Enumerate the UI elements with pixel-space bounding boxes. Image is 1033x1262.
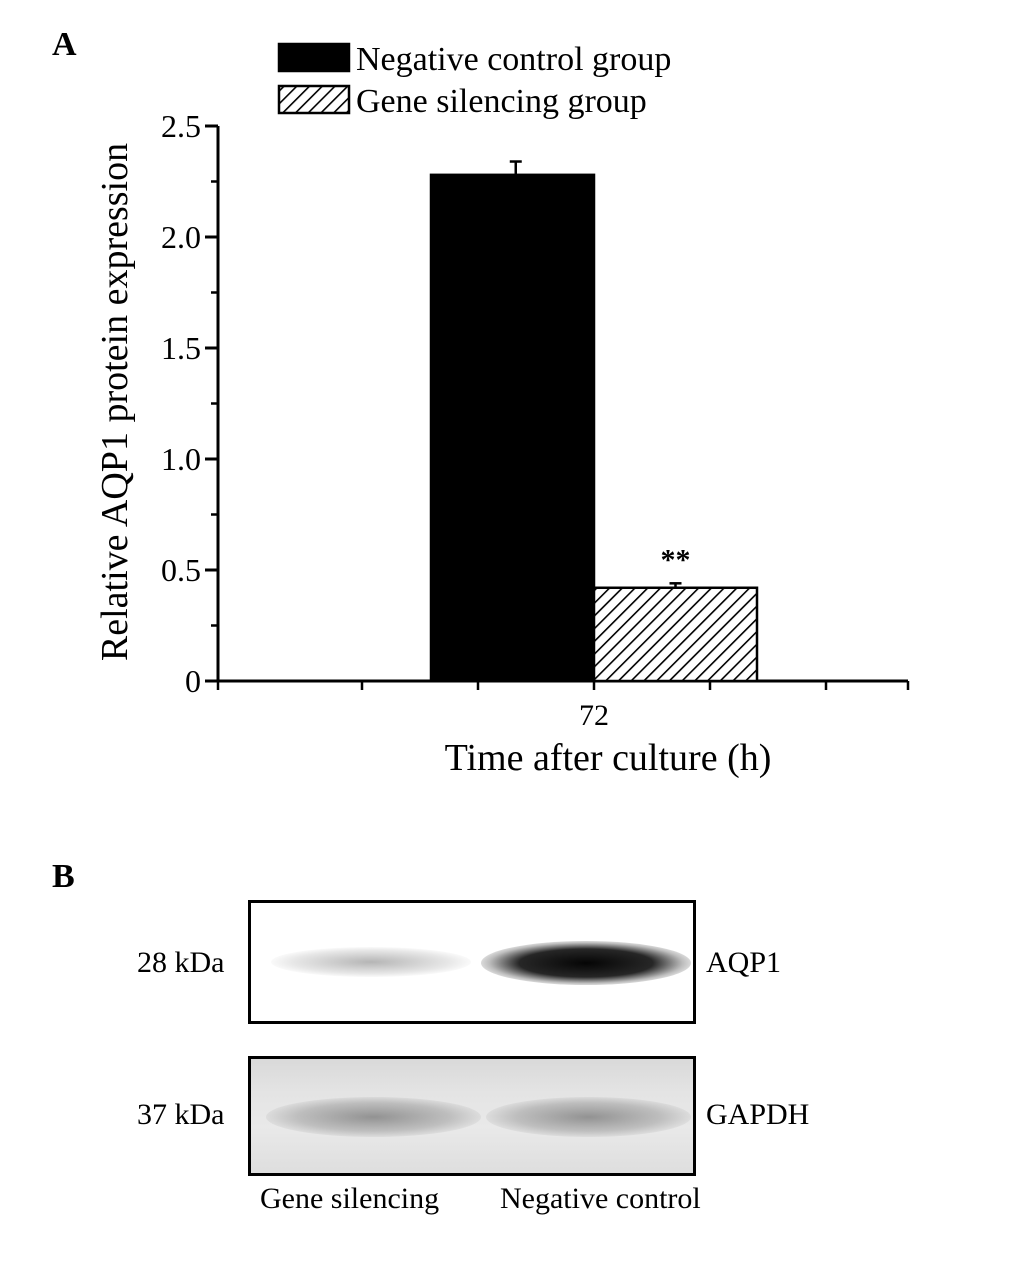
x-axis-label: Time after culture (h) (445, 737, 772, 779)
aqp1-band-negative-control (481, 941, 691, 985)
panel-b-label: B (52, 858, 75, 895)
y-tick-label: 0.5 (161, 552, 201, 588)
bar-gene-silencing (592, 586, 759, 683)
gapdh-western-blot (248, 1056, 696, 1176)
lane-label-negative-control: Negative control (500, 1182, 701, 1215)
legend-swatch-negative-control (277, 42, 351, 73)
y-tick-label: 0 (185, 663, 201, 699)
gapdh-marker-label: 37 kDa (137, 1098, 225, 1131)
chart-legend: Negative control group Gene silencing gro… (277, 41, 671, 120)
y-axis-label: Relative AQP1 protein expression (94, 143, 136, 661)
y-tick-label: 1.0 (161, 441, 201, 477)
gapdh-protein-label: GAPDH (706, 1098, 810, 1131)
gapdh-band-gene-silencing (266, 1097, 481, 1137)
aqp1-protein-label: AQP1 (706, 946, 782, 979)
y-tick-label: 2.5 (161, 108, 201, 144)
y-axis: 0 0.5 1.0 1.5 2.0 2.5 (161, 108, 220, 699)
panel-a-label: A (52, 26, 77, 63)
legend-swatch-gene-silencing (277, 84, 351, 115)
lane-label-gene-silencing: Gene silencing (260, 1182, 440, 1215)
x-tick-label: 72 (579, 699, 609, 732)
bar-chart: Negative control group Gene silencing gro… (94, 41, 910, 779)
gapdh-band-negative-control (486, 1097, 691, 1137)
y-tick-label: 1.5 (161, 330, 201, 366)
aqp1-marker-label: 28 kDa (137, 946, 225, 979)
y-tick-label: 2.0 (161, 219, 201, 255)
bar-negative-control (429, 173, 596, 683)
bars: ** (429, 160, 759, 683)
legend-label: Gene silencing group (356, 83, 647, 120)
aqp1-band-gene-silencing (271, 947, 471, 977)
legend-label: Negative control group (356, 41, 671, 78)
significance-marker: ** (661, 543, 691, 576)
x-axis: 72 (216, 679, 910, 732)
aqp1-western-blot (248, 900, 696, 1024)
